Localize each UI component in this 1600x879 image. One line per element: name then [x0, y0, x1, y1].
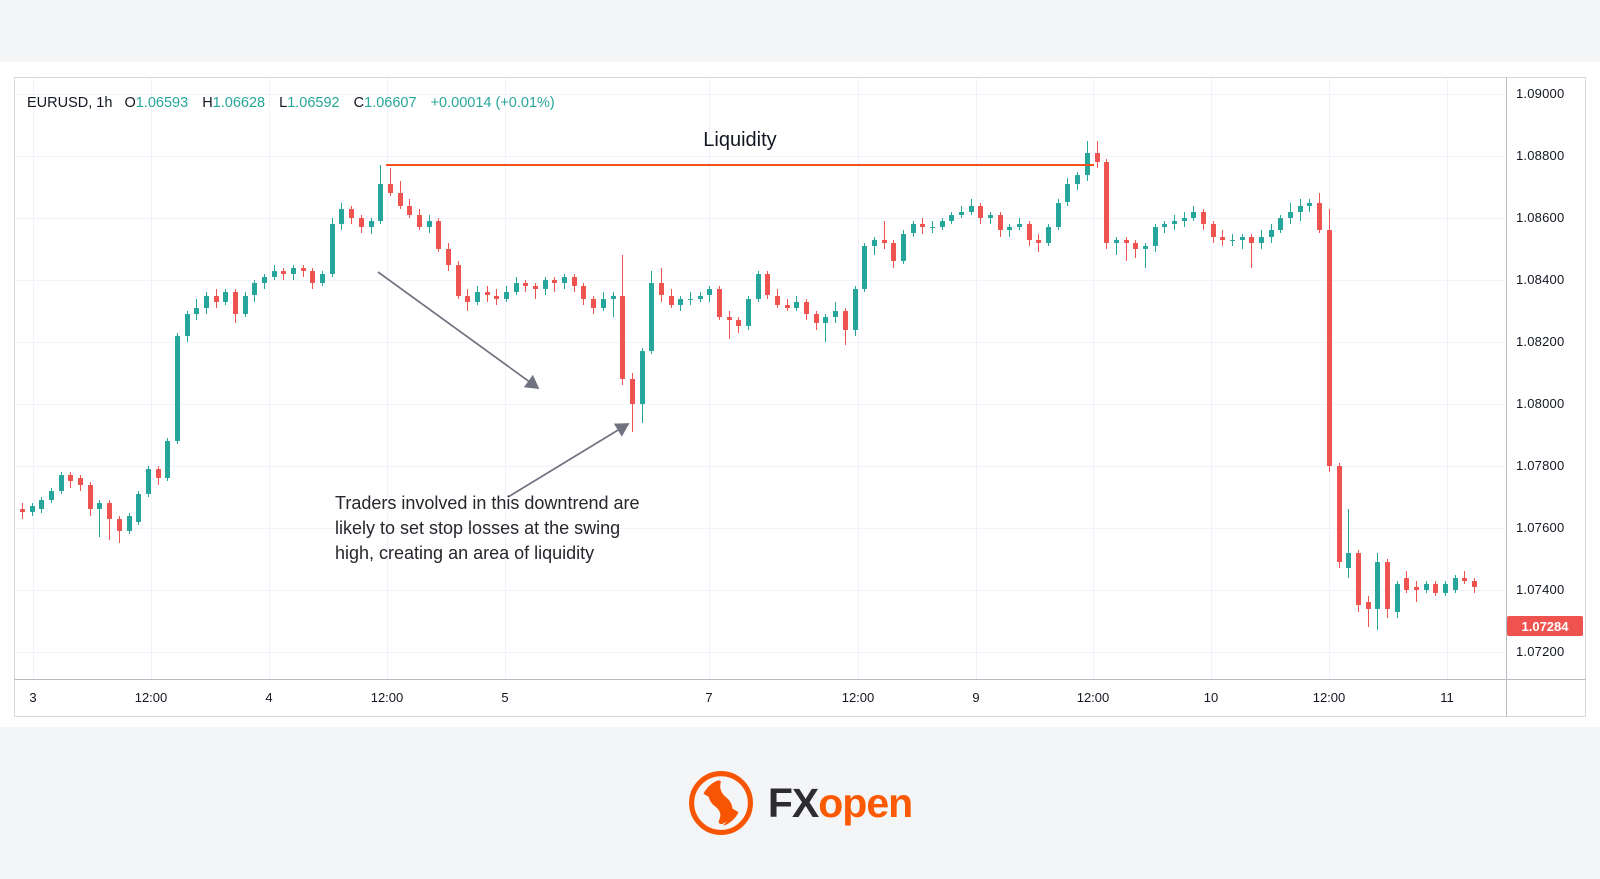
- legend-open-label: O: [124, 95, 136, 111]
- legend-low-label: L: [279, 95, 288, 111]
- legend-close-label: C: [353, 95, 365, 111]
- legend-change: +0.00014 (+0.01%): [430, 95, 555, 111]
- bottom-margin-band: FXopen: [0, 727, 1600, 879]
- top-margin-band: [0, 0, 1600, 62]
- brand-open: open: [818, 779, 913, 826]
- chart-panel: [14, 77, 1586, 717]
- brand-fx: FX: [767, 779, 819, 826]
- legend-open-value: 1.06593: [135, 95, 189, 111]
- legend-close-value: 1.06607: [364, 95, 417, 111]
- legend-high-value: 1.06628: [212, 95, 266, 111]
- fxopen-logo-emblem: [688, 771, 753, 835]
- legend-high-label: H: [202, 95, 213, 111]
- fxopen-logo: FXopen: [688, 770, 913, 836]
- fxopen-logo-text: FXopen: [767, 779, 913, 826]
- symbol-legend[interactable]: EURUSD, 1h O1.06593 H1.06628 L1.06592 C1…: [27, 95, 555, 111]
- legend-low-value: 1.06592: [287, 95, 340, 111]
- legend-symbol: EURUSD, 1h: [27, 95, 113, 111]
